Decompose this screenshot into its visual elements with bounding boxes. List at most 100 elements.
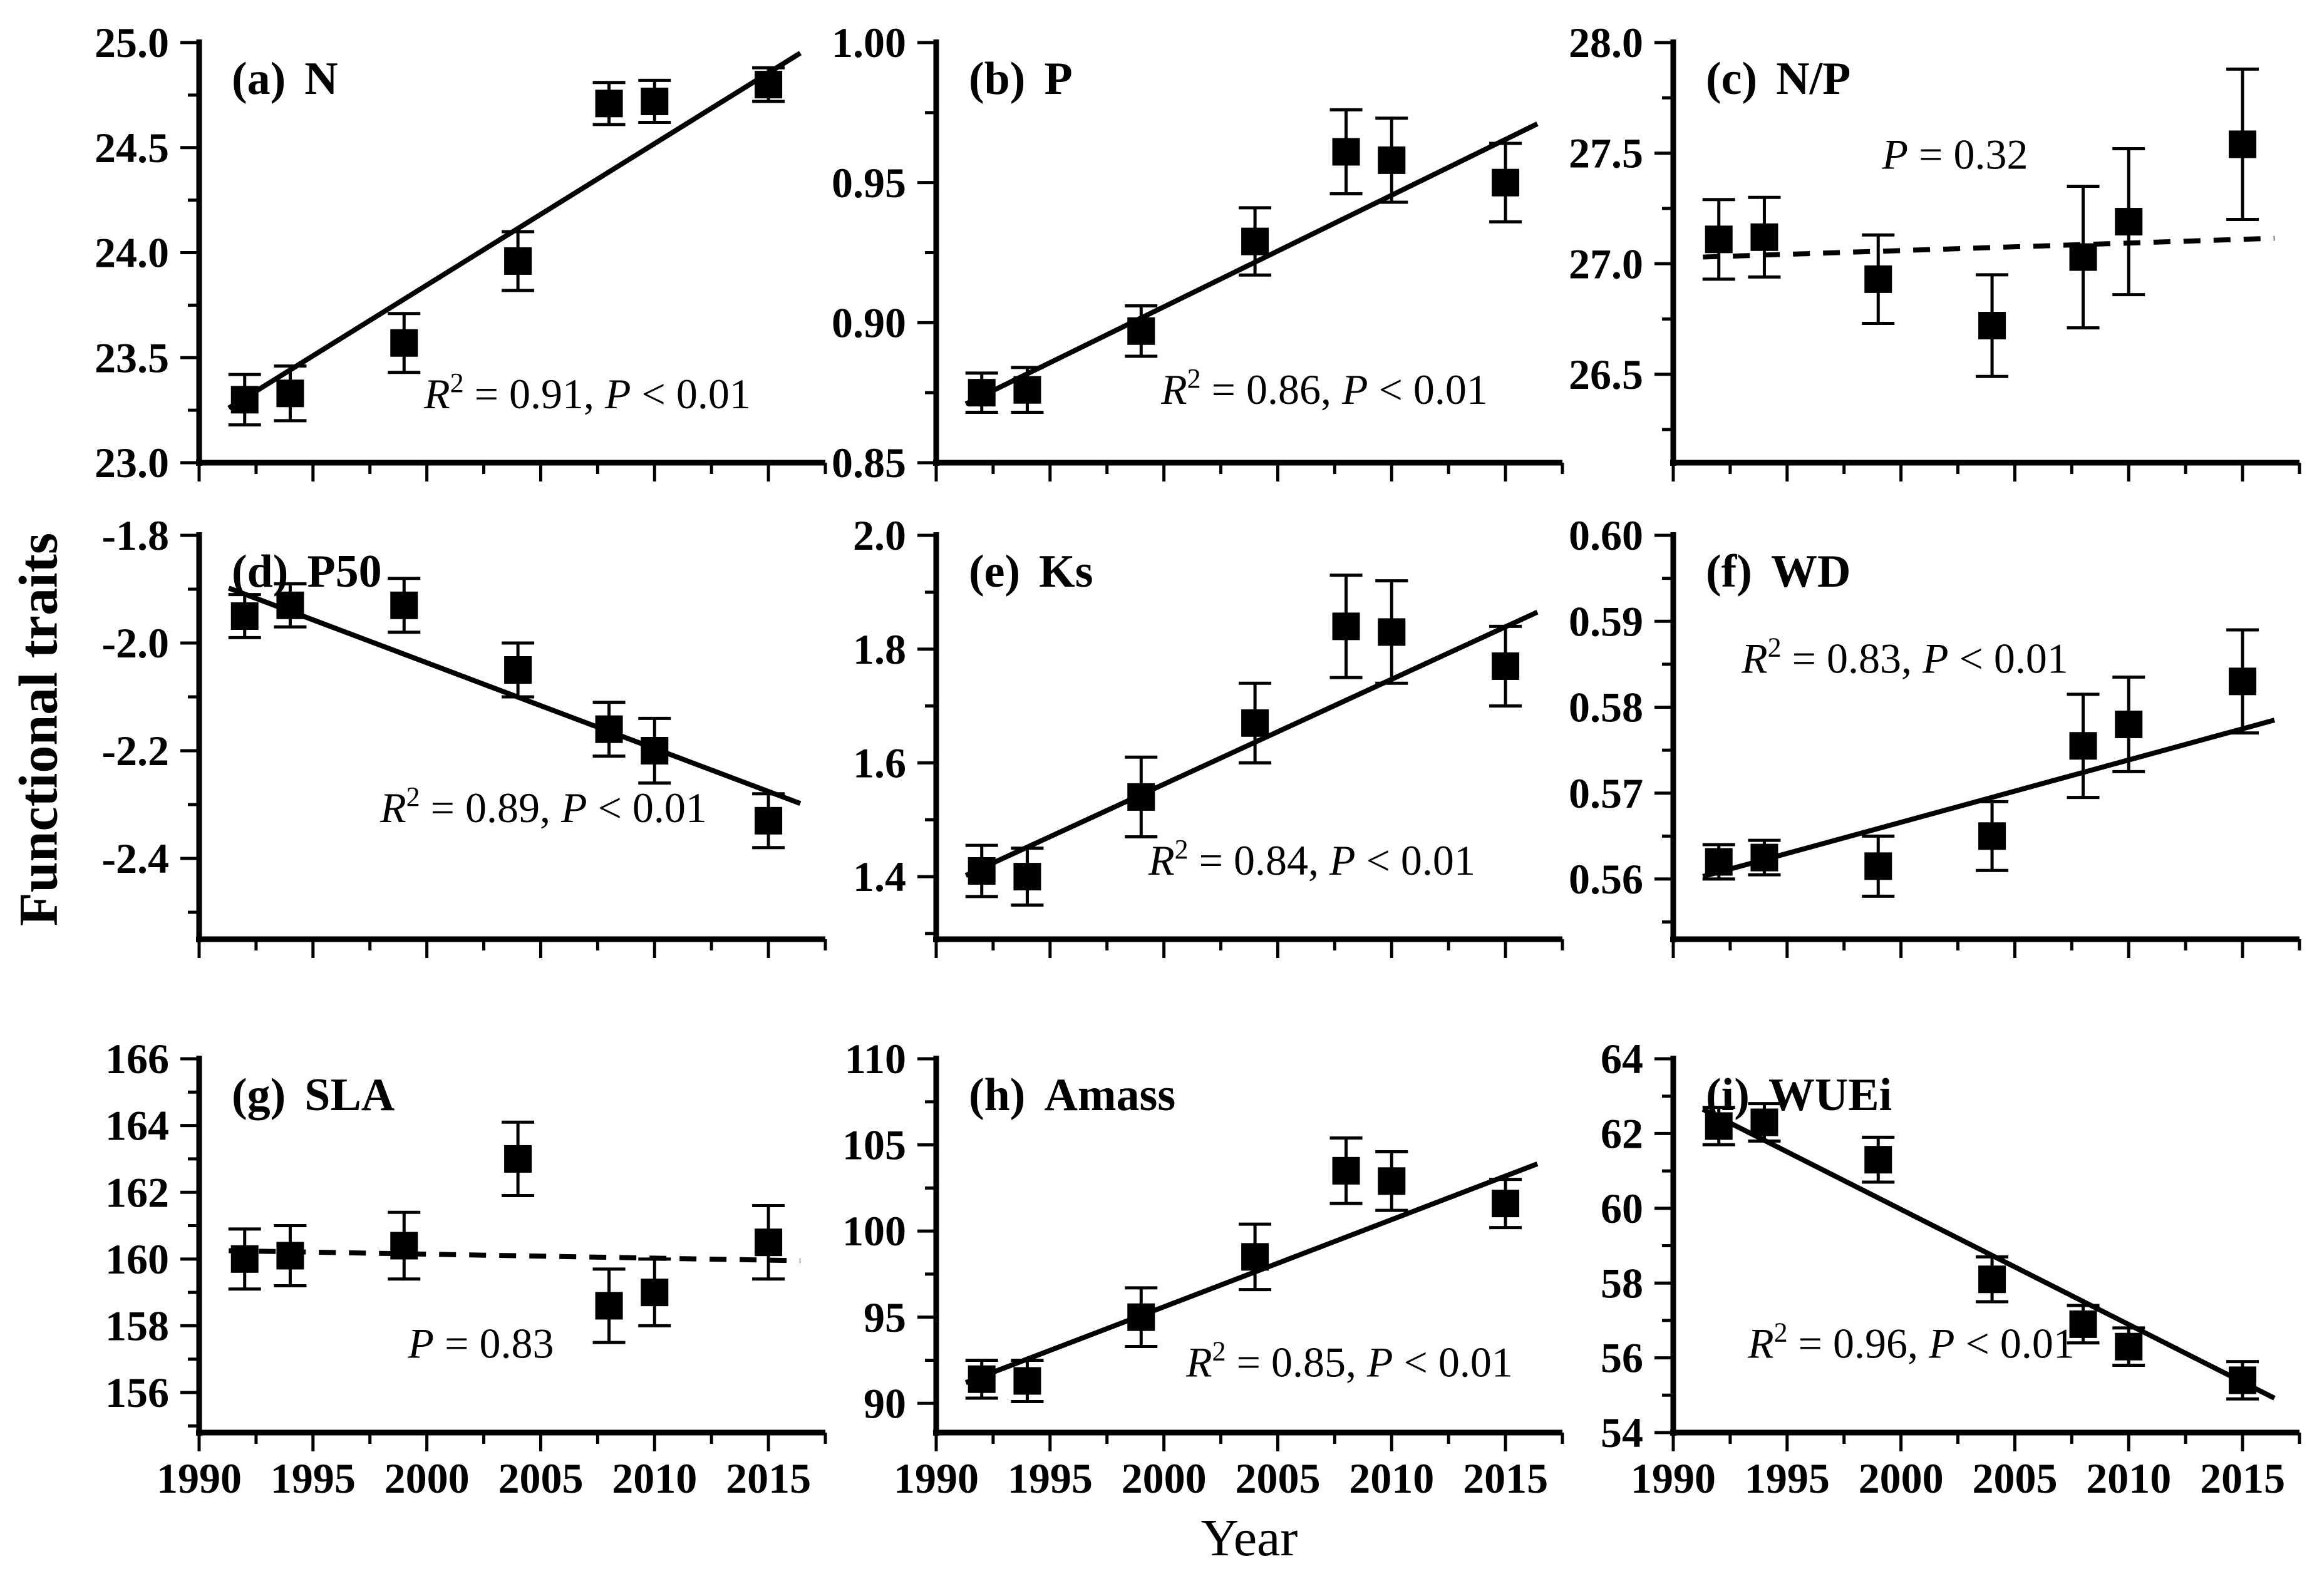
y-tick-label: 64 <box>1601 1035 1643 1083</box>
x-tick-label: 1995 <box>271 1454 356 1502</box>
data-point-marker <box>276 379 304 408</box>
y-tick-label: 2.0 <box>853 512 906 559</box>
y-tick-label: 1.00 <box>832 19 906 66</box>
data-point-marker <box>755 806 783 835</box>
stats-annotation: P = 0.32 <box>1882 130 2028 178</box>
y-tick-label: 27.0 <box>1569 240 1643 287</box>
y-tick-label: 58 <box>1601 1259 1643 1307</box>
data-point-marker <box>641 1279 669 1307</box>
data-point-marker <box>390 329 418 357</box>
data-point-marker <box>1864 1146 1892 1174</box>
panel-a: 23.0 23.5 24.0 24.5 25.0 (a) N R2 = 0.91, P < 0… <box>95 19 827 487</box>
data-point-group <box>1862 834 1895 898</box>
y-tick-label: 26.5 <box>1569 351 1643 398</box>
y-tick-label: 62 <box>1601 1110 1643 1158</box>
panel-title: (d) P50 <box>232 546 382 597</box>
y-tick-label: 164 <box>105 1102 169 1150</box>
data-point-group <box>1329 574 1363 679</box>
data-point-group <box>592 1267 626 1344</box>
data-point-marker <box>1705 225 1733 254</box>
panel-title: (f) WD <box>1706 546 1850 597</box>
x-tick-label: 2000 <box>384 1454 470 1502</box>
data-point-marker <box>595 90 623 118</box>
data-point-group <box>2226 1360 2259 1401</box>
y-tick-label: 160 <box>105 1235 169 1283</box>
data-point-marker <box>755 71 783 99</box>
data-point-group <box>1748 838 1781 877</box>
data-point-group <box>1976 800 2009 872</box>
x-tick-label: 1990 <box>1631 1454 1716 1502</box>
x-tick-label: 2010 <box>2086 1454 2171 1502</box>
x-tick-label: 2005 <box>498 1454 583 1502</box>
data-point-marker <box>1705 848 1733 876</box>
data-point-group <box>1375 1150 1408 1212</box>
data-point-group <box>502 230 535 292</box>
data-point-group <box>274 1224 307 1287</box>
data-point-group <box>1976 1255 2009 1304</box>
data-point-marker <box>641 87 669 115</box>
data-point-group <box>1011 366 1044 414</box>
x-axis-title: Year <box>1200 1509 1298 1567</box>
y-tick-label: 60 <box>1601 1185 1643 1232</box>
data-point-marker <box>1750 223 1778 251</box>
data-point-group <box>1702 843 1735 881</box>
y-tick-label: 0.58 <box>1569 684 1643 731</box>
x-tick-label: 2015 <box>726 1454 811 1502</box>
data-point-group <box>1748 1102 1781 1143</box>
y-tick-label: -1.8 <box>101 512 169 559</box>
x-tick-label: 2000 <box>1122 1454 1207 1502</box>
x-tick-label: 2005 <box>1235 1454 1320 1502</box>
data-point-marker <box>1241 227 1269 255</box>
x-tick-label: 2010 <box>1349 1454 1434 1502</box>
y-tick-label: 166 <box>105 1035 169 1083</box>
data-point-marker <box>1378 618 1406 646</box>
panel-c: 26.5 27.0 27.5 28.0 (c) N/P P = 0.32 <box>1569 19 2301 481</box>
data-point-marker <box>968 379 996 407</box>
data-point-marker <box>2069 1310 2097 1338</box>
y-tick-label: 90 <box>864 1379 906 1427</box>
panel-b: 0.85 0.90 0.95 1.00 (b) P R2 = 0.86, P < 0.01 <box>832 19 1564 487</box>
data-point-marker <box>2115 208 2143 236</box>
data-point-group <box>1702 1106 1735 1146</box>
data-point-group <box>1489 1178 1522 1230</box>
data-point-marker <box>1705 1112 1733 1140</box>
y-tick-label: 24.0 <box>95 229 169 277</box>
data-point-group <box>1862 233 1895 326</box>
data-point-marker <box>2229 1366 2257 1394</box>
data-point-marker <box>1332 1156 1360 1185</box>
data-point-group <box>1375 116 1408 204</box>
data-point-group <box>2226 67 2259 222</box>
stats-annotation: R2 = 0.91, P < 0.01 <box>423 368 751 418</box>
trend-line <box>964 1161 1539 1385</box>
data-point-marker <box>1978 312 2006 340</box>
dashed-trend-line <box>1703 235 2275 260</box>
y-tick-label: 110 <box>845 1035 906 1083</box>
data-point-marker <box>1492 168 1520 197</box>
panel-title: (c) N/P <box>1706 53 1850 105</box>
data-point-marker <box>1750 1108 1778 1136</box>
data-point-group <box>502 1120 535 1198</box>
data-point-marker <box>230 386 259 414</box>
trend-line <box>964 610 1539 878</box>
stats-annotation: R2 = 0.96, P < 0.01 <box>1747 1317 2075 1367</box>
y-tick-label: 100 <box>842 1207 906 1255</box>
data-point-group <box>1011 847 1044 907</box>
data-point-group <box>1976 273 2009 378</box>
y-tick-label: 0.57 <box>1569 770 1643 817</box>
data-point-marker <box>1332 612 1360 641</box>
panel-h: 90 95 100 105 110 1990 1995 2000 2005 2010 2015 (h)… <box>842 1035 1564 1502</box>
panel-title: (b) P <box>969 53 1073 105</box>
data-point-marker <box>1492 652 1520 680</box>
data-point-group <box>274 582 307 629</box>
data-point-group <box>1489 624 1522 708</box>
y-tick-label: 23.0 <box>95 439 169 487</box>
data-point-marker <box>230 602 259 630</box>
data-point-marker <box>1864 852 1892 880</box>
data-point-group <box>2067 692 2100 800</box>
data-point-group <box>2112 147 2145 297</box>
panel-title: (i) WUEi <box>1706 1069 1892 1121</box>
data-point-group <box>752 792 785 850</box>
data-point-marker <box>504 1145 532 1173</box>
x-tick-label: 1995 <box>1008 1454 1093 1502</box>
trend-line <box>1702 718 2276 879</box>
